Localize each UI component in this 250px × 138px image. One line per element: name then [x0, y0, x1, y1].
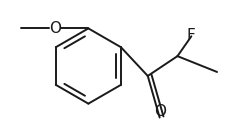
Text: F: F [187, 28, 196, 43]
Text: O: O [154, 104, 166, 120]
Text: O: O [49, 21, 61, 36]
